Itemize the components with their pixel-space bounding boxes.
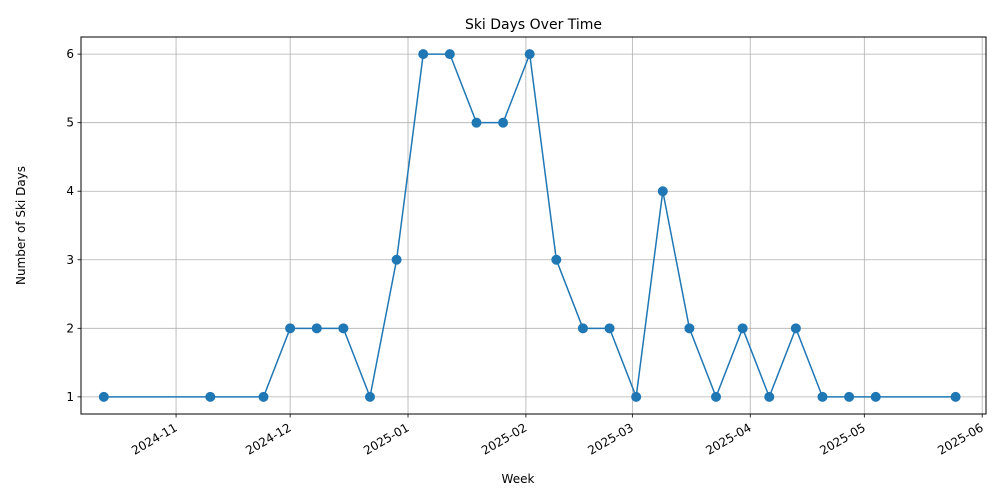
data-point (311, 323, 322, 334)
data-point (205, 391, 216, 402)
data-point (764, 391, 775, 402)
y-tick-label: 4 (66, 184, 74, 198)
y-tick-label: 6 (66, 47, 74, 61)
data-point (391, 254, 402, 265)
y-tick-label: 2 (66, 321, 74, 335)
data-point (551, 254, 562, 265)
data-point (418, 49, 429, 60)
plot-frame (80, 36, 987, 415)
data-point (817, 391, 828, 402)
data-point (657, 186, 668, 197)
data-point (338, 323, 349, 334)
data-point (285, 323, 296, 334)
y-axis-label: Number of Ski Days (14, 166, 28, 285)
data-point (790, 323, 801, 334)
data-point (524, 49, 535, 60)
chart-title: Ski Days Over Time (465, 17, 602, 33)
data-point (950, 391, 961, 402)
data-point (870, 391, 881, 402)
y-tick-label: 5 (66, 116, 74, 130)
data-point (471, 117, 482, 128)
data-point (577, 323, 588, 334)
plot-series (98, 49, 961, 402)
data-point (604, 323, 615, 334)
data-point (98, 391, 109, 402)
x-axis-label: Week (502, 472, 535, 486)
data-point (711, 391, 722, 402)
y-tick-label: 3 (66, 253, 74, 267)
data-point (364, 391, 375, 402)
data-point (844, 391, 855, 402)
data-point (737, 323, 748, 334)
data-point (258, 391, 269, 402)
y-tick-label: 1 (66, 390, 74, 404)
data-point (498, 117, 509, 128)
data-point (684, 323, 695, 334)
data-point (444, 49, 455, 60)
data-point (631, 391, 642, 402)
